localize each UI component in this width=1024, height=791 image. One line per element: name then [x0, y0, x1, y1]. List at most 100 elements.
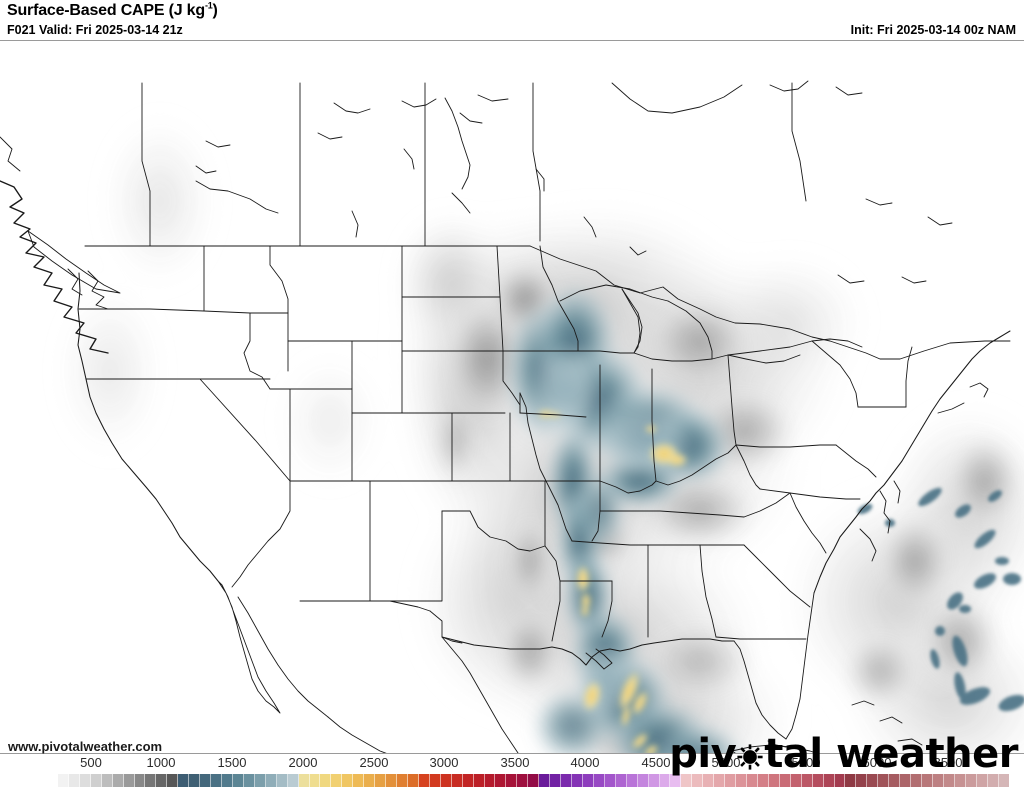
lake-misc-g	[535, 168, 545, 192]
state-mi-up	[559, 284, 669, 302]
colorbar-cell	[670, 774, 682, 787]
lake-reindeer	[351, 210, 359, 238]
border-bc-alberta	[141, 82, 151, 247]
state-lake-ontario	[811, 338, 863, 348]
coast-gulf-of-california	[237, 596, 329, 718]
state-al-ga	[699, 544, 717, 638]
state-ga-fl	[715, 636, 807, 640]
colorbar-cell	[473, 774, 485, 787]
lake-misc-d	[459, 112, 483, 124]
lake-misc-e	[317, 132, 343, 140]
colorbar-cell	[517, 774, 529, 787]
colorbar-cell	[561, 774, 572, 787]
colorbar-cell	[604, 774, 616, 787]
state-nv-ca	[199, 378, 291, 482]
colorbar-cell	[659, 774, 671, 787]
colorbar-tick-label: 1500	[217, 755, 247, 770]
state-ar-ms	[591, 480, 601, 542]
colorbar-cell	[801, 774, 813, 787]
colorbar-cell	[615, 774, 627, 787]
colorbar-cell	[747, 774, 758, 787]
coast-hudson-bay	[611, 82, 743, 114]
colorbar-cell	[167, 774, 179, 787]
colorbar-tick-label: 3000	[429, 755, 459, 770]
colorbar-cell	[342, 774, 354, 787]
colorbar-cell	[189, 774, 201, 787]
colorbar-tick-label: 6000	[862, 755, 892, 770]
state-sc-ga	[743, 544, 811, 608]
coast-cuba	[731, 744, 818, 753]
state-ia-mo	[519, 412, 587, 418]
colorbar-cell	[232, 774, 244, 787]
colorbar-tick-label: 5500	[791, 755, 821, 770]
colorbar-cell	[211, 774, 222, 787]
colorbar-cell	[681, 774, 693, 787]
colorbar-cell	[703, 774, 715, 787]
colorbar-ticks: 500 1000 1500 2000 2500 3000 3500 4000 4500 5000 5…	[0, 754, 1024, 772]
coast-queen-charlotte	[0, 136, 21, 172]
colorbar-cell	[287, 774, 299, 787]
state-in-ky	[599, 480, 657, 494]
colorbar-cell	[539, 774, 551, 787]
colorbar-cell	[637, 774, 649, 787]
colorbar-cell	[506, 774, 518, 787]
state-ms-la	[601, 580, 613, 638]
colorbar-cell	[353, 774, 365, 787]
state-mi-huron	[667, 300, 713, 360]
colorbar-cell	[386, 774, 397, 787]
coast-olympic	[67, 268, 83, 296]
colorbar-cell	[757, 774, 769, 787]
colorbar-cell	[451, 774, 463, 787]
gear-sun-icon	[737, 734, 763, 770]
coast-puget-sound	[87, 270, 109, 310]
colorbar-cell	[178, 774, 190, 787]
lake-misc-c	[477, 94, 509, 102]
colorbar-cell	[440, 774, 452, 787]
lake-misc-n	[901, 276, 927, 284]
state-wi-il	[577, 350, 635, 354]
state-ok-tx	[441, 510, 546, 552]
colorbar-cell	[47, 774, 58, 787]
colorbar-cell	[790, 774, 802, 787]
colorbar-cell	[298, 774, 310, 787]
state-pa-ny	[727, 340, 813, 356]
colorbar-cell	[976, 774, 988, 787]
init-time-label: Init: Fri 2025-03-14 00z NAM	[850, 23, 1016, 37]
state-tx-la	[544, 545, 561, 642]
colorbar-cell	[276, 774, 288, 787]
state-pa-md-nj	[735, 444, 837, 448]
colorbar-tick-label: 5000	[711, 755, 741, 770]
state-ny-ne	[811, 340, 859, 408]
colorbar-cell	[57, 774, 69, 787]
map-canvas[interactable]	[0, 40, 1024, 754]
colorbar-cell	[845, 774, 857, 787]
colorbar-cell	[418, 774, 430, 787]
colorbar-cell	[593, 774, 605, 787]
colorbar-cell	[889, 774, 901, 787]
state-tx-mex-rio	[429, 610, 463, 644]
colorbar-cell	[900, 774, 912, 787]
lake-misc-h	[629, 246, 647, 256]
colorbar-cell	[407, 774, 419, 787]
state-md-va	[835, 444, 877, 478]
lake-misc-i	[769, 80, 809, 92]
colorbar[interactable]	[47, 774, 1009, 787]
lake-misc-a	[333, 102, 371, 114]
state-mi-oh-in	[633, 352, 729, 362]
colorbar-cell	[922, 774, 933, 787]
colorbar-cell	[243, 774, 255, 787]
map-header: Surface-Based CAPE (J kg-1) F021 Valid: …	[0, 0, 1024, 40]
colorbar-cell	[528, 774, 540, 787]
state-nm-tx	[369, 510, 443, 602]
state-nm-mex	[369, 600, 431, 612]
page-title-text: Surface-Based CAPE (J kg	[7, 2, 205, 19]
lake-misc-b	[401, 98, 437, 108]
valid-time-label: F021 Valid: Fri 2025-03-14 21z	[7, 23, 183, 37]
state-oh-pa	[727, 354, 737, 446]
lake-winnipeg-n	[444, 97, 471, 190]
colorbar-cell	[550, 774, 562, 787]
colorbar-cell	[878, 774, 890, 787]
colorbar-cell	[462, 774, 474, 787]
colorbar-cell	[309, 774, 321, 787]
colorbar-cell	[582, 774, 594, 787]
